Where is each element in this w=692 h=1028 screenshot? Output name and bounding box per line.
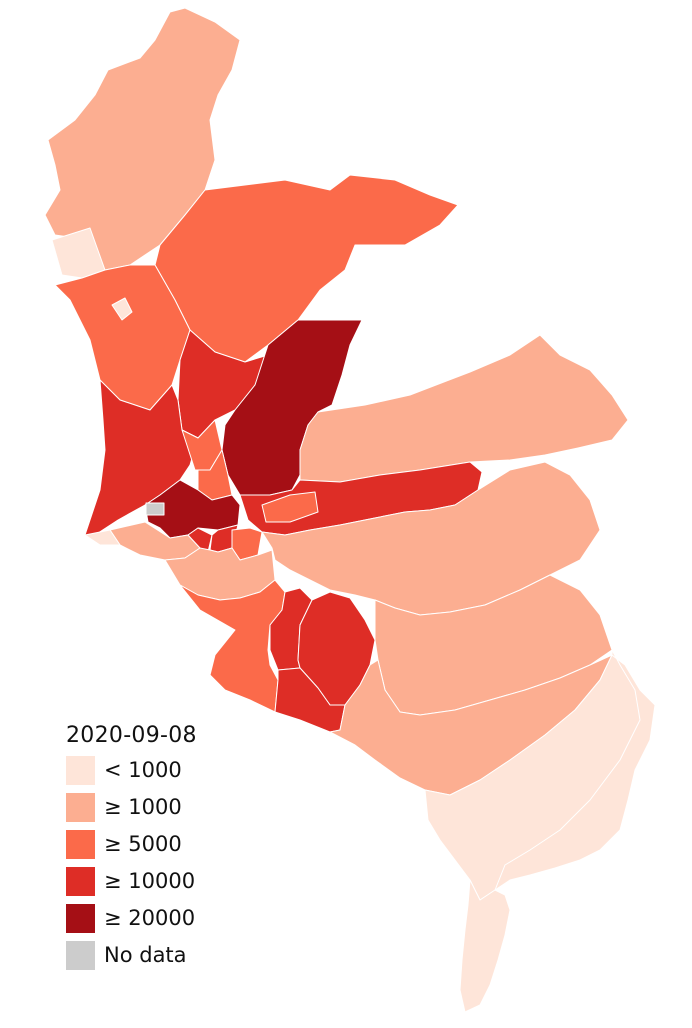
district-region [459, 879, 511, 1013]
legend-label: < 1000 [104, 758, 182, 782]
legend-swatch [66, 793, 95, 822]
legend-title: 2020-09-08 [66, 723, 197, 748]
legend-swatch [66, 756, 95, 785]
district-region [187, 527, 213, 553]
legend-item-no-data: No data [66, 937, 246, 974]
legend-item-ge20000: ≥ 20000 [66, 900, 246, 937]
legend-label: ≥ 10000 [104, 869, 196, 893]
legend-item-ge5000: ≥ 5000 [66, 826, 246, 863]
district-region [84, 529, 121, 546]
district-region-no-data [145, 502, 165, 516]
legend-item-lt1000: < 1000 [66, 752, 246, 789]
legend-item-ge10000: ≥ 10000 [66, 863, 246, 900]
district-region [111, 297, 133, 321]
district-region [261, 491, 319, 523]
district-region [299, 334, 629, 483]
district-region [179, 579, 286, 713]
legend: 2020-09-08 < 1000 ≥ 1000 ≥ 5000 ≥ 10000 … [66, 720, 246, 974]
legend-label: ≥ 5000 [104, 832, 182, 856]
legend-label: ≥ 20000 [104, 906, 196, 930]
district-region [494, 649, 656, 891]
district-region [261, 461, 601, 616]
legend-label: No data [104, 943, 187, 967]
legend-swatch [66, 904, 95, 933]
district-region [274, 667, 346, 733]
legend-swatch [66, 941, 95, 970]
legend-swatch [66, 867, 95, 896]
legend-item-ge1000: ≥ 1000 [66, 789, 246, 826]
legend-swatch [66, 830, 95, 859]
legend-label: ≥ 1000 [104, 795, 182, 819]
